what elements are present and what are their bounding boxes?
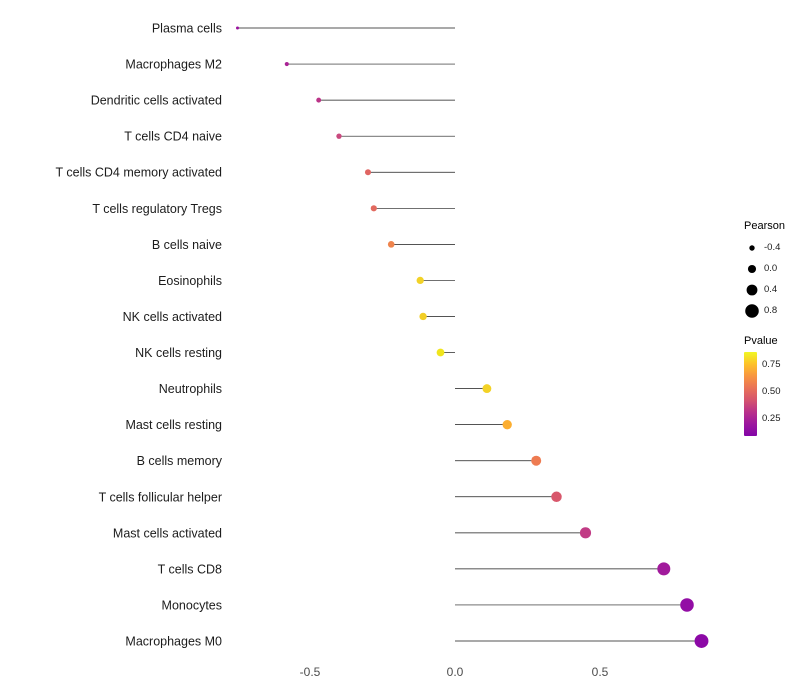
lollipop-point [284, 61, 289, 67]
legend-pvalue-tick: 0.50 [762, 386, 781, 398]
category-label: Macrophages M0 [125, 635, 222, 649]
legend-pvalue-tick: 0.25 [762, 413, 781, 425]
pvalue-gradient-bar [744, 352, 757, 436]
lollipop-point [579, 527, 592, 539]
category-label: Mast cells activated [113, 526, 222, 540]
legend-pvalue-block: Pvalue 0.75 0.50 0.25 [744, 335, 800, 436]
legend: Pearson -0.4 0.0 0.4 0.8 Pvalue 0.75 0.50 0.2… [744, 220, 800, 436]
lollipop-point [482, 384, 492, 394]
lollipop-point [316, 97, 322, 103]
category-label: Mast cells resting [125, 418, 222, 432]
category-label: T cells CD8 [158, 562, 222, 576]
legend-size-dot [745, 303, 759, 318]
category-label: Eosinophils [158, 274, 222, 288]
category-label: NK cells activated [123, 310, 222, 324]
category-label: B cells naive [152, 238, 222, 252]
legend-size-dot [746, 284, 758, 295]
legend-size-entry: 0.8 [744, 300, 800, 321]
legend-size-dot [747, 264, 757, 273]
lollipop-point [387, 241, 395, 248]
lollipop-point [694, 634, 709, 648]
lollipop-point [531, 455, 542, 466]
lollipop-point [236, 26, 239, 30]
legend-size-entry: 0.0 [744, 258, 800, 279]
lollipop-point [680, 598, 694, 612]
legend-pvalue-tick: 0.75 [762, 359, 781, 371]
legend-size-entry: -0.4 [744, 237, 800, 258]
lollipop-point [419, 312, 427, 321]
legend-size-label: -0.4 [764, 242, 781, 253]
legend-size-entries: -0.4 0.0 0.4 0.8 [744, 237, 800, 321]
x-tick-label: -0.5 [300, 665, 321, 679]
lollipop-point [551, 491, 562, 503]
category-label: Monocytes [162, 598, 222, 612]
legend-size-label: 0.8 [764, 305, 778, 316]
category-label: T cells regulatory Tregs [92, 202, 222, 216]
legend-size-label: 0.4 [764, 284, 778, 295]
category-label: B cells memory [137, 454, 223, 468]
x-tick-label: 0.0 [447, 665, 464, 679]
pvalue-gradient-labels: 0.75 0.50 0.25 [762, 352, 798, 436]
lollipop-point [336, 133, 342, 139]
lollipop-point [364, 169, 372, 176]
x-tick-label: 0.5 [592, 665, 609, 679]
category-label: T cells CD4 memory activated [56, 166, 223, 180]
lollipop-point [657, 562, 671, 576]
lollipop-point [436, 348, 445, 357]
legend-size-dot [749, 244, 755, 251]
category-label: Dendritic cells activated [91, 94, 222, 108]
legend-size-entry: 0.4 [744, 279, 800, 300]
legend-pvalue-title: Pvalue [744, 335, 778, 347]
category-label: Plasma cells [152, 22, 222, 36]
lollipop-point [370, 205, 377, 212]
legend-size-label: 0.0 [764, 263, 778, 274]
category-label: Macrophages M2 [125, 58, 222, 72]
category-label: T cells follicular helper [99, 490, 222, 504]
category-label: T cells CD4 naive [124, 130, 222, 144]
lollipop-point [502, 420, 512, 430]
category-label: NK cells resting [135, 346, 222, 360]
lollipop-point [416, 276, 424, 285]
legend-pvalue-gradient-wrap: 0.75 0.50 0.25 [744, 352, 800, 436]
category-label: Neutrophils [159, 382, 222, 396]
legend-pearson-title: Pearson [744, 220, 785, 232]
